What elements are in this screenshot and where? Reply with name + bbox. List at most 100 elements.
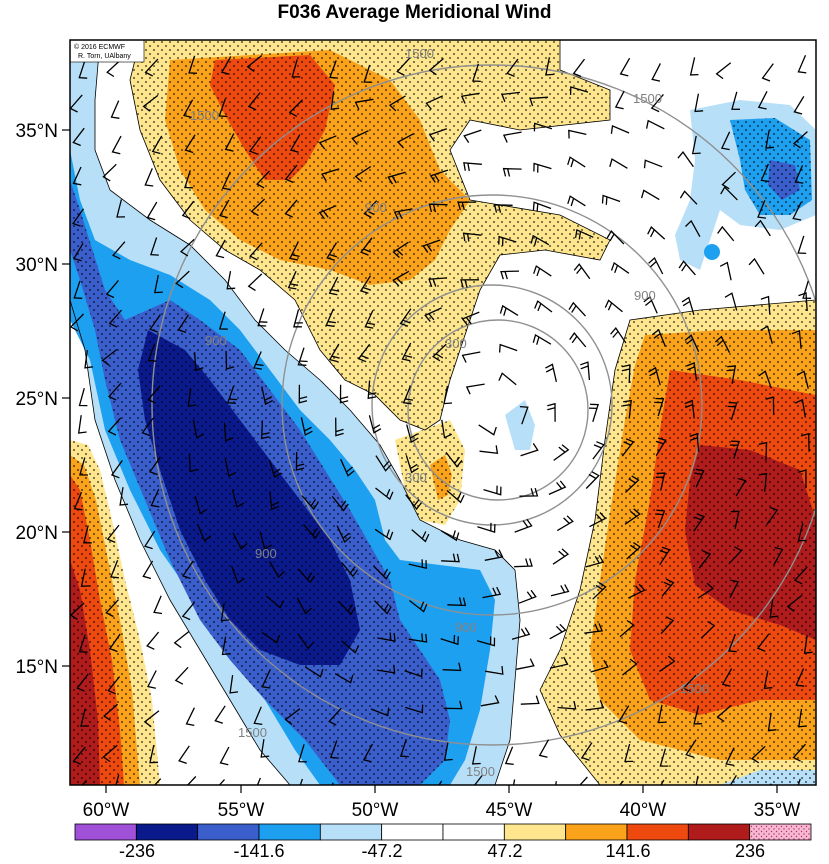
wind-barb xyxy=(579,776,588,785)
wind-barb xyxy=(498,235,517,246)
wind-barb xyxy=(375,455,392,472)
wind-barb xyxy=(588,403,599,422)
colorbar-label: 141.6 xyxy=(605,841,650,861)
wind-barb xyxy=(70,313,84,332)
wind-barb xyxy=(619,57,631,77)
wind-barb xyxy=(196,523,212,542)
wind-barb xyxy=(76,673,89,692)
wind-barb xyxy=(714,335,731,353)
wind-barb xyxy=(729,774,737,785)
wind-barb xyxy=(226,270,236,290)
wind-barb xyxy=(192,419,205,439)
wind-barb xyxy=(80,568,90,587)
map-frame xyxy=(69,39,817,786)
wind-barb xyxy=(183,99,194,119)
wind-barb xyxy=(261,420,270,440)
wind-barb xyxy=(246,54,263,73)
wind-barb xyxy=(186,776,197,785)
wind-barb xyxy=(295,451,305,471)
wind-barb xyxy=(717,225,735,242)
lon-label: 50°W xyxy=(352,800,399,821)
wind-barb xyxy=(269,561,285,579)
contour-label: 1500 xyxy=(190,108,219,123)
wind-barb xyxy=(181,601,195,621)
wind-barb xyxy=(719,261,732,281)
wind-barb xyxy=(184,134,196,154)
wind-barb xyxy=(643,295,658,314)
wind-barb xyxy=(610,124,630,134)
wind-barb xyxy=(651,63,661,82)
wind-barb xyxy=(147,670,157,689)
colorbar-label: -47.2 xyxy=(361,841,402,861)
wind-barb xyxy=(296,597,312,615)
wind-barb xyxy=(340,561,359,578)
contour-label: 300 xyxy=(445,336,467,351)
wind-barb xyxy=(794,165,804,184)
lon-label: 40°W xyxy=(620,800,667,821)
wind-barb xyxy=(336,525,352,544)
wind-barb xyxy=(532,334,552,345)
wind-barb xyxy=(112,241,126,260)
wind-barb xyxy=(340,458,355,477)
wind-barb xyxy=(148,456,161,476)
wind-barb xyxy=(257,308,268,327)
wind-barb xyxy=(73,491,83,511)
wind-barb xyxy=(624,475,640,493)
wind-barb xyxy=(538,739,550,758)
contour-label: 900 xyxy=(205,333,227,348)
contour-label: 900 xyxy=(634,288,656,303)
wind-barb xyxy=(748,257,765,275)
wind-barb xyxy=(297,347,308,366)
wind-barb xyxy=(387,171,406,185)
wind-barb xyxy=(107,676,121,695)
wind-barb xyxy=(519,405,529,425)
wind-barb xyxy=(321,168,340,182)
wind-barb xyxy=(715,62,732,80)
wind-barb xyxy=(370,707,390,717)
map-title: F036 Average Meridional Wind xyxy=(277,2,552,23)
wind-barb xyxy=(181,200,195,220)
wind-barb xyxy=(547,402,556,422)
wind-barb xyxy=(797,54,807,74)
wind-barb xyxy=(72,242,84,262)
wind-barb xyxy=(106,524,120,543)
colorbar-label: -236 xyxy=(119,841,155,861)
wind-barb xyxy=(289,242,300,261)
wind-barb xyxy=(500,270,520,280)
wind-barb xyxy=(326,242,338,261)
wind-barb xyxy=(78,634,88,653)
wind-barb xyxy=(329,740,339,759)
wind-barb xyxy=(659,655,676,672)
wind-barb xyxy=(107,417,122,436)
wind-barb xyxy=(476,636,496,647)
wind-barb xyxy=(792,131,808,149)
wind-barb xyxy=(498,343,518,353)
radius-1500-contour xyxy=(151,64,816,746)
wind-barb xyxy=(694,93,704,113)
wind-barb xyxy=(545,363,558,383)
wind-barb xyxy=(331,495,349,512)
wind-barb xyxy=(792,202,802,221)
wind-barb xyxy=(660,616,675,635)
wind-barbs xyxy=(70,54,813,785)
wind-barb xyxy=(405,455,419,474)
wind-barb xyxy=(655,509,666,529)
wind-barb xyxy=(731,91,741,110)
lon-label: 45°W xyxy=(486,800,533,821)
wind-barb xyxy=(374,600,392,615)
wind-barb xyxy=(146,631,160,650)
wind-barb xyxy=(518,589,537,604)
wind-barb xyxy=(304,666,324,678)
wind-barb xyxy=(425,95,444,110)
wind-barb xyxy=(101,348,118,366)
wind-barb xyxy=(498,372,517,386)
wind-barb xyxy=(659,748,669,767)
wind-barb xyxy=(765,130,775,149)
wind-barb xyxy=(794,398,807,418)
latitude-labels: 35°N 30°N 25°N 20°N 15°N xyxy=(16,121,58,678)
lon-label: 60°W xyxy=(83,800,130,821)
wind-barb xyxy=(798,469,807,489)
wind-barb xyxy=(338,600,356,616)
wind-barb xyxy=(773,546,784,566)
wind-barb xyxy=(223,422,234,442)
